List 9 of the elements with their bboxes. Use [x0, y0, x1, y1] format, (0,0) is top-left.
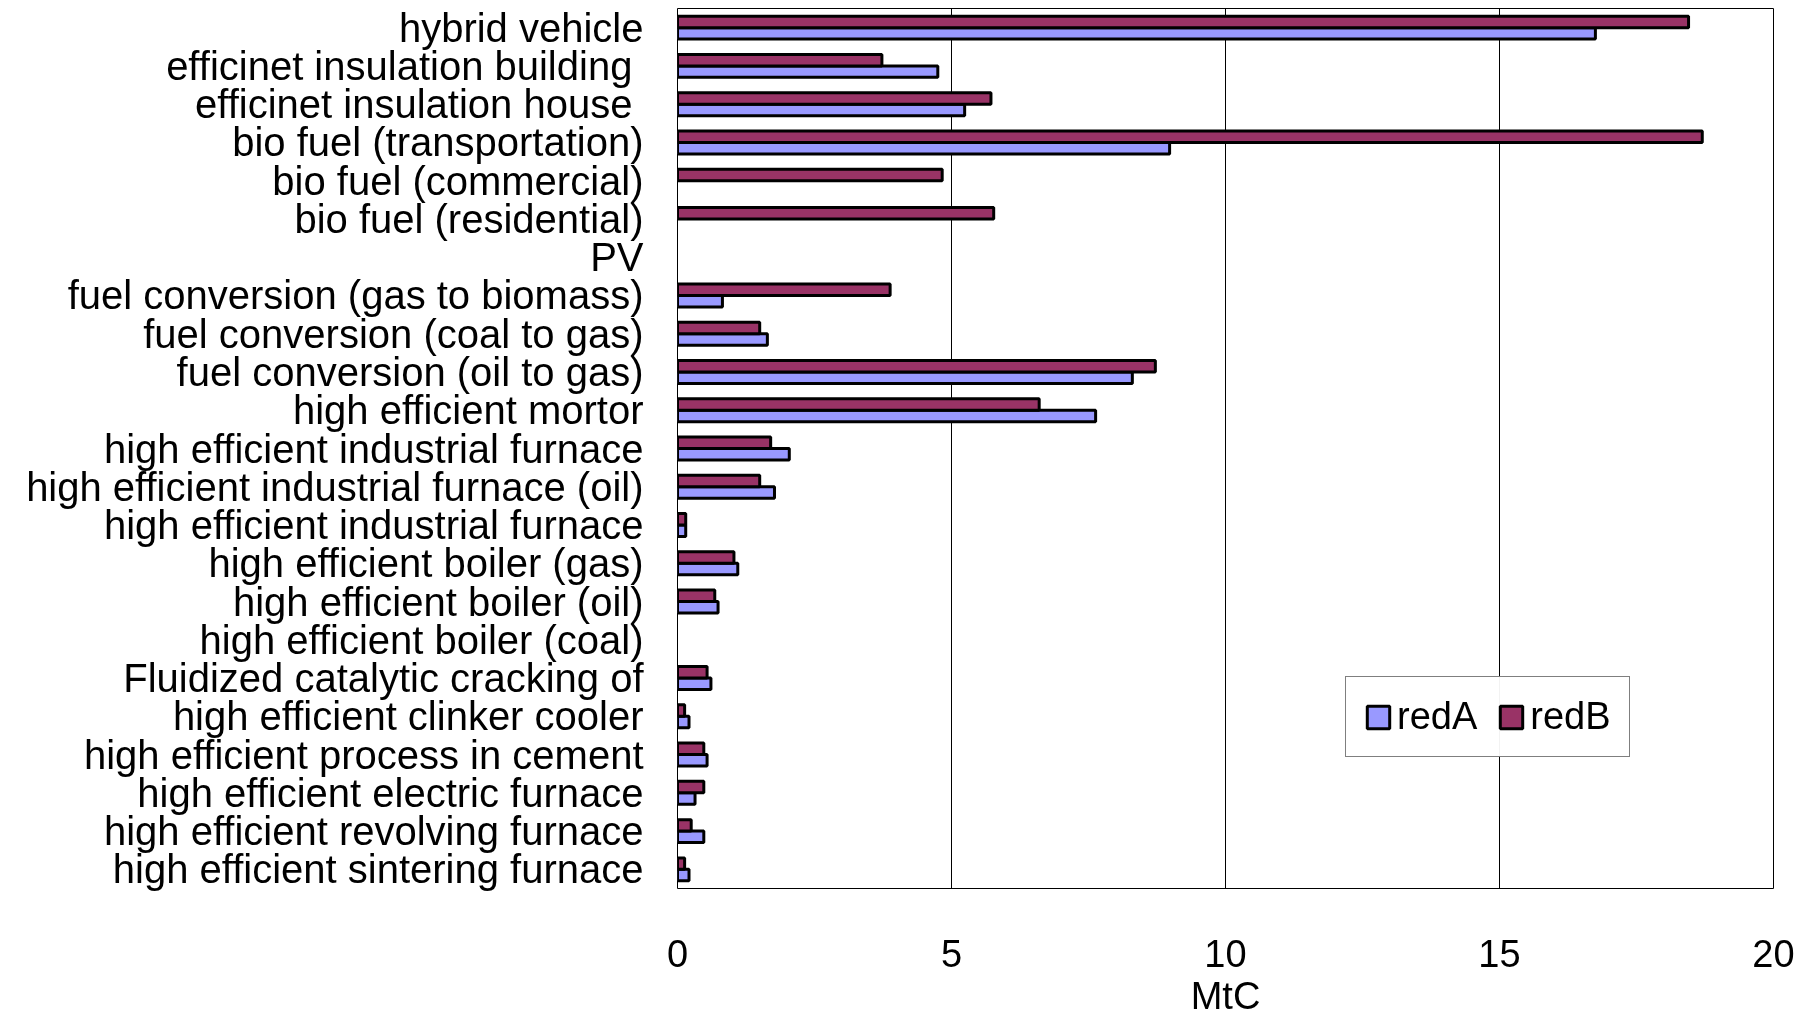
x-tick-label: 10 [1204, 932, 1247, 975]
x-tick-label: 15 [1478, 932, 1521, 975]
x-tick-label: 20 [1752, 932, 1795, 975]
bar [677, 167, 944, 183]
legend-label: redA [1397, 695, 1478, 738]
x-tick-label: 0 [666, 932, 689, 975]
legend-label: redB [1530, 695, 1611, 738]
x-tick-label: 5 [940, 932, 963, 975]
x-axis-title: MtC [1190, 974, 1261, 1017]
